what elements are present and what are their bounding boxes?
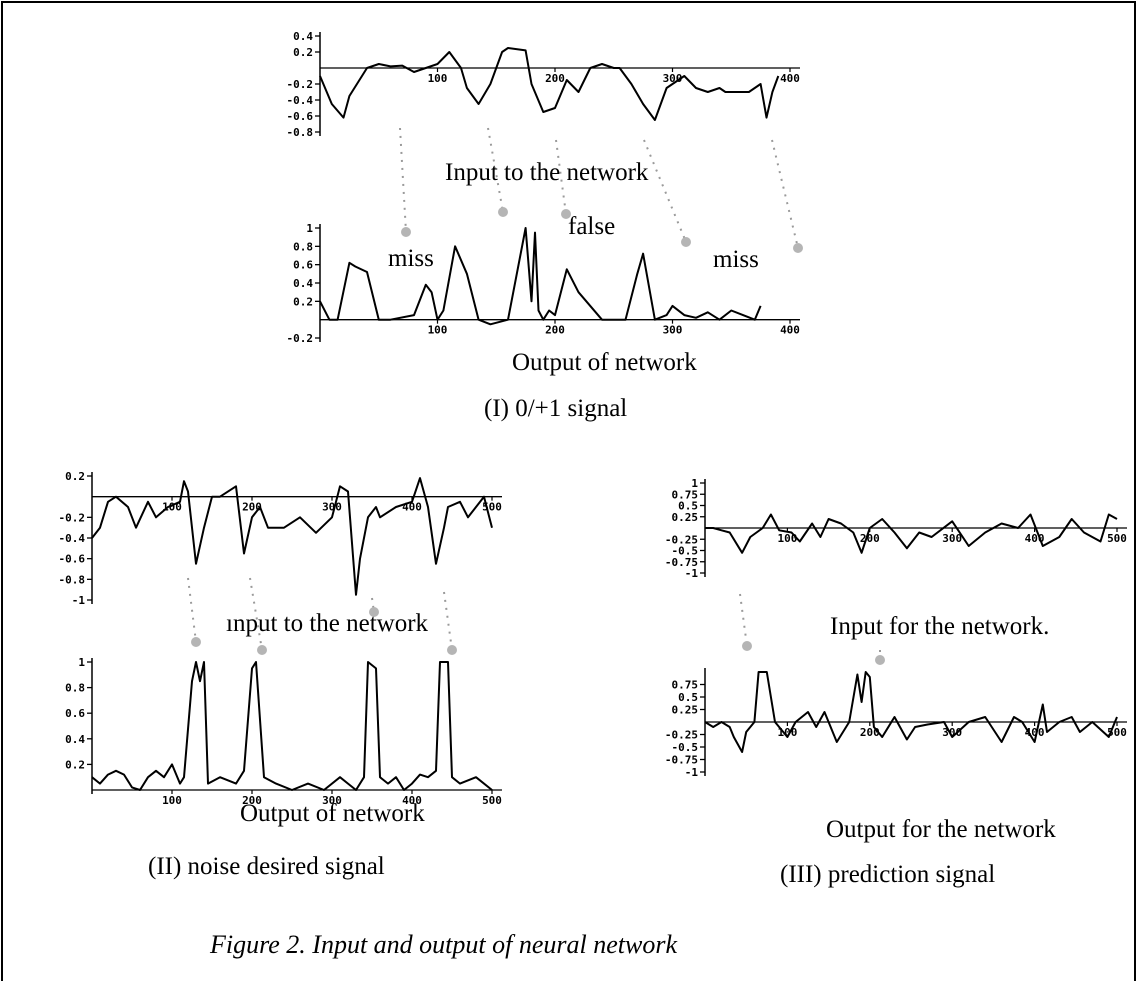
p1_in-series-line — [319, 47, 780, 121]
pointer-arrow — [643, 139, 687, 243]
panel1-miss-label-2: miss — [713, 246, 759, 273]
p2_out-ytick-label: 0.8 — [65, 682, 85, 695]
p3_in-ytick-label: -0.75 — [665, 556, 698, 569]
panel2-output-label: Output of network — [240, 800, 425, 827]
p3_out-ytick-label: 0.25 — [672, 704, 699, 717]
p2_in-series-line — [91, 477, 493, 596]
p3_in-ytick-label: 1 — [691, 477, 698, 490]
p2_out-ytick-label: 0.4 — [65, 733, 85, 746]
pointer-arrow — [443, 591, 453, 651]
p2_out-xtick-label: 100 — [162, 794, 182, 807]
pointer-arrow-head — [191, 637, 201, 647]
panel2-title: (II) noise desired signal — [148, 853, 385, 880]
p1_out-ytick-label: 0.8 — [293, 240, 313, 253]
p1_out-xtick-label: 200 — [545, 324, 565, 337]
p1_in-xtick-label: 100 — [428, 72, 448, 85]
p1_out-ytick-label: 0.2 — [293, 295, 313, 308]
p2_out-ytick-label: 0.2 — [65, 758, 85, 771]
p2_in-ytick-label: -1 — [72, 594, 86, 607]
panel2-input-label: ınput to the network — [226, 610, 429, 637]
p3_in-xtick-label: 300 — [942, 532, 962, 545]
p1_out-ytick-label: 1 — [306, 222, 313, 235]
p3_in-xtick-label: 200 — [860, 532, 880, 545]
p3_out-ytick-label: -0.25 — [665, 729, 698, 742]
p1_in-xtick-label: 200 — [545, 72, 565, 85]
p1_in-ytick-label: 0.2 — [293, 46, 313, 59]
p3_in-ytick-label: 0.5 — [678, 500, 698, 513]
p2_in-ytick-label: -0.6 — [59, 553, 86, 566]
p1_in-ytick-label: 0.4 — [293, 30, 313, 43]
p3_out-ytick-label: 0.75 — [672, 679, 699, 692]
p2_out-xtick-label: 300 — [322, 794, 342, 807]
pointer-arrow-head — [498, 207, 508, 217]
p1_out-xtick-label: 300 — [663, 324, 683, 337]
p1_out-xtick-label: 400 — [780, 324, 800, 337]
p2_in-ytick-label: -0.4 — [59, 532, 86, 545]
p3_in-ytick-label: -0.25 — [665, 533, 698, 546]
p3_out-xtick-label: 200 — [860, 726, 880, 739]
panel1-input-label: Input to the network — [445, 159, 649, 186]
p1_out-ytick-label: -0.2 — [287, 332, 314, 345]
pointer-arrow-head — [561, 209, 571, 219]
panel1-miss-label-1: miss — [388, 245, 434, 272]
p3_in-series-line — [705, 513, 1118, 554]
p1_in-xtick-label: 400 — [780, 72, 800, 85]
p3_in-ytick-label: -1 — [685, 567, 699, 580]
p2_out-ytick-label: 0.6 — [65, 707, 85, 720]
p3_in-ytick-label: 0.25 — [672, 511, 699, 524]
pointer-arrow-head — [257, 645, 267, 655]
p1_in-ytick-label: -0.6 — [287, 110, 314, 123]
panel1-output-label: Output of network — [512, 349, 697, 376]
pointer-arrow-head — [401, 227, 411, 237]
p3_in-ytick-label: 0.75 — [672, 488, 699, 501]
figure-caption: Figure 2. Input and output of neural net… — [210, 930, 677, 959]
pointer-arrow-head — [793, 243, 803, 253]
pointer-arrow — [187, 577, 197, 643]
pointer-arrow — [771, 139, 799, 249]
p2_in-ytick-label: -0.2 — [59, 511, 86, 524]
p2_out-xtick-label: 400 — [402, 794, 422, 807]
panel3-title: (III) prediction signal — [780, 861, 996, 888]
pointer-arrow-head — [681, 237, 691, 247]
pointer-arrow-head — [742, 641, 752, 651]
p3_out-ytick-label: 0.5 — [678, 691, 698, 704]
p3_out-ytick-label: -1 — [685, 766, 699, 779]
p3_out-series-line — [704, 671, 1118, 753]
p2_out-ytick-label: 1 — [78, 656, 85, 669]
p1_out-series-line — [319, 227, 762, 326]
panel3-output-label: Output for the network — [826, 816, 1056, 843]
pointer-arrow-head — [875, 655, 885, 665]
p1_out-ytick-label: 0.4 — [293, 277, 313, 290]
p1_in-ytick-label: -0.4 — [287, 94, 314, 107]
pointer-arrow — [399, 127, 407, 233]
p1_out-xtick-label: 100 — [428, 324, 448, 337]
panel1-title: (I) 0/+1 signal — [484, 395, 628, 422]
p1_out-ytick-label: 0.6 — [293, 259, 313, 272]
p3_out-ytick-label: -0.5 — [672, 741, 699, 754]
pointer-arrow-head — [447, 645, 457, 655]
p1_in-ytick-label: -0.2 — [287, 78, 314, 91]
p2_in-ytick-label: -0.8 — [59, 573, 86, 586]
p3_in-xtick-label: 500 — [1107, 532, 1127, 545]
p2_in-xtick-label: 300 — [322, 501, 342, 514]
p1_in-ytick-label: -0.8 — [287, 126, 314, 139]
p3_out-ytick-label: -0.75 — [665, 754, 698, 767]
pointer-arrow — [739, 593, 748, 647]
panel1-false-label: false — [568, 213, 616, 240]
p3_in-ytick-label: -0.5 — [672, 545, 699, 558]
panel3-input-label: Input for the network. — [830, 613, 1050, 640]
p3_in-xtick-label: 100 — [777, 532, 797, 545]
p2_in-ytick-label: 0.2 — [65, 470, 85, 483]
pointer-arrow-head — [369, 607, 379, 617]
p2_out-series-line — [91, 661, 493, 791]
p2_out-xtick-label: 500 — [482, 794, 502, 807]
p2_out-xtick-label: 200 — [242, 794, 262, 807]
